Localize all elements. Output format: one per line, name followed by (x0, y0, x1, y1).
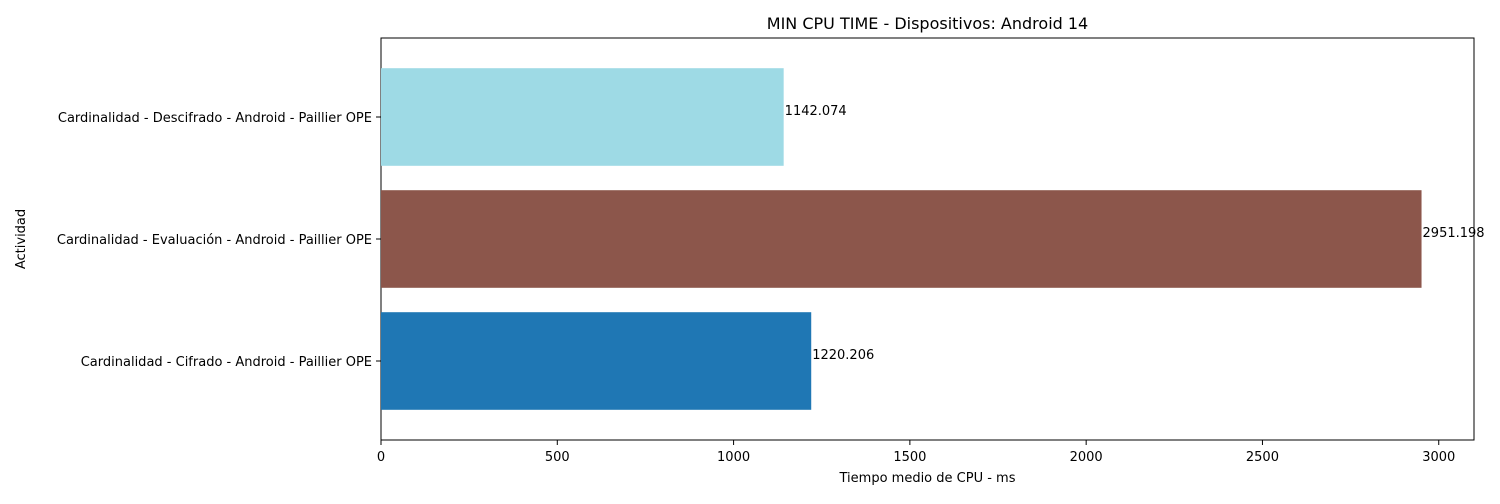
bar-2 (381, 68, 784, 166)
x-tick-label-6: 3000 (1422, 450, 1455, 465)
y-axis-label: Actividad (14, 209, 29, 269)
y-tick-label-1: Cardinalidad - Evaluación - Android - Pa… (57, 233, 372, 248)
y-axis-ticks: Cardinalidad - Cifrado - Android - Paill… (57, 111, 381, 370)
x-tick-label-5: 2500 (1246, 450, 1279, 465)
y-tick-label-2: Cardinalidad - Descifrado - Android - Pa… (58, 111, 372, 126)
bars-layer: 1220.206 2951.198 1142.074 (381, 68, 1485, 410)
chart-title: MIN CPU TIME - Dispositivos: Android 14 (767, 14, 1088, 33)
y-tick-label-0: Cardinalidad - Cifrado - Android - Paill… (81, 355, 372, 370)
x-tick-label-3: 1500 (893, 450, 926, 465)
x-tick-label-0: 0 (377, 450, 385, 465)
x-axis-ticks: 0 500 1000 1500 2000 2500 3000 (377, 440, 1455, 465)
data-label-0: 1220.206 (812, 348, 874, 363)
bar-1 (381, 190, 1422, 288)
data-label-2: 1142.074 (785, 104, 847, 119)
x-axis-label: Tiempo medio de CPU - ms (839, 471, 1016, 486)
x-tick-label-1: 500 (545, 450, 570, 465)
x-tick-label-2: 1000 (717, 450, 750, 465)
data-label-1: 2951.198 (1423, 226, 1485, 241)
bar-0 (381, 312, 812, 410)
x-tick-label-4: 2000 (1070, 450, 1103, 465)
